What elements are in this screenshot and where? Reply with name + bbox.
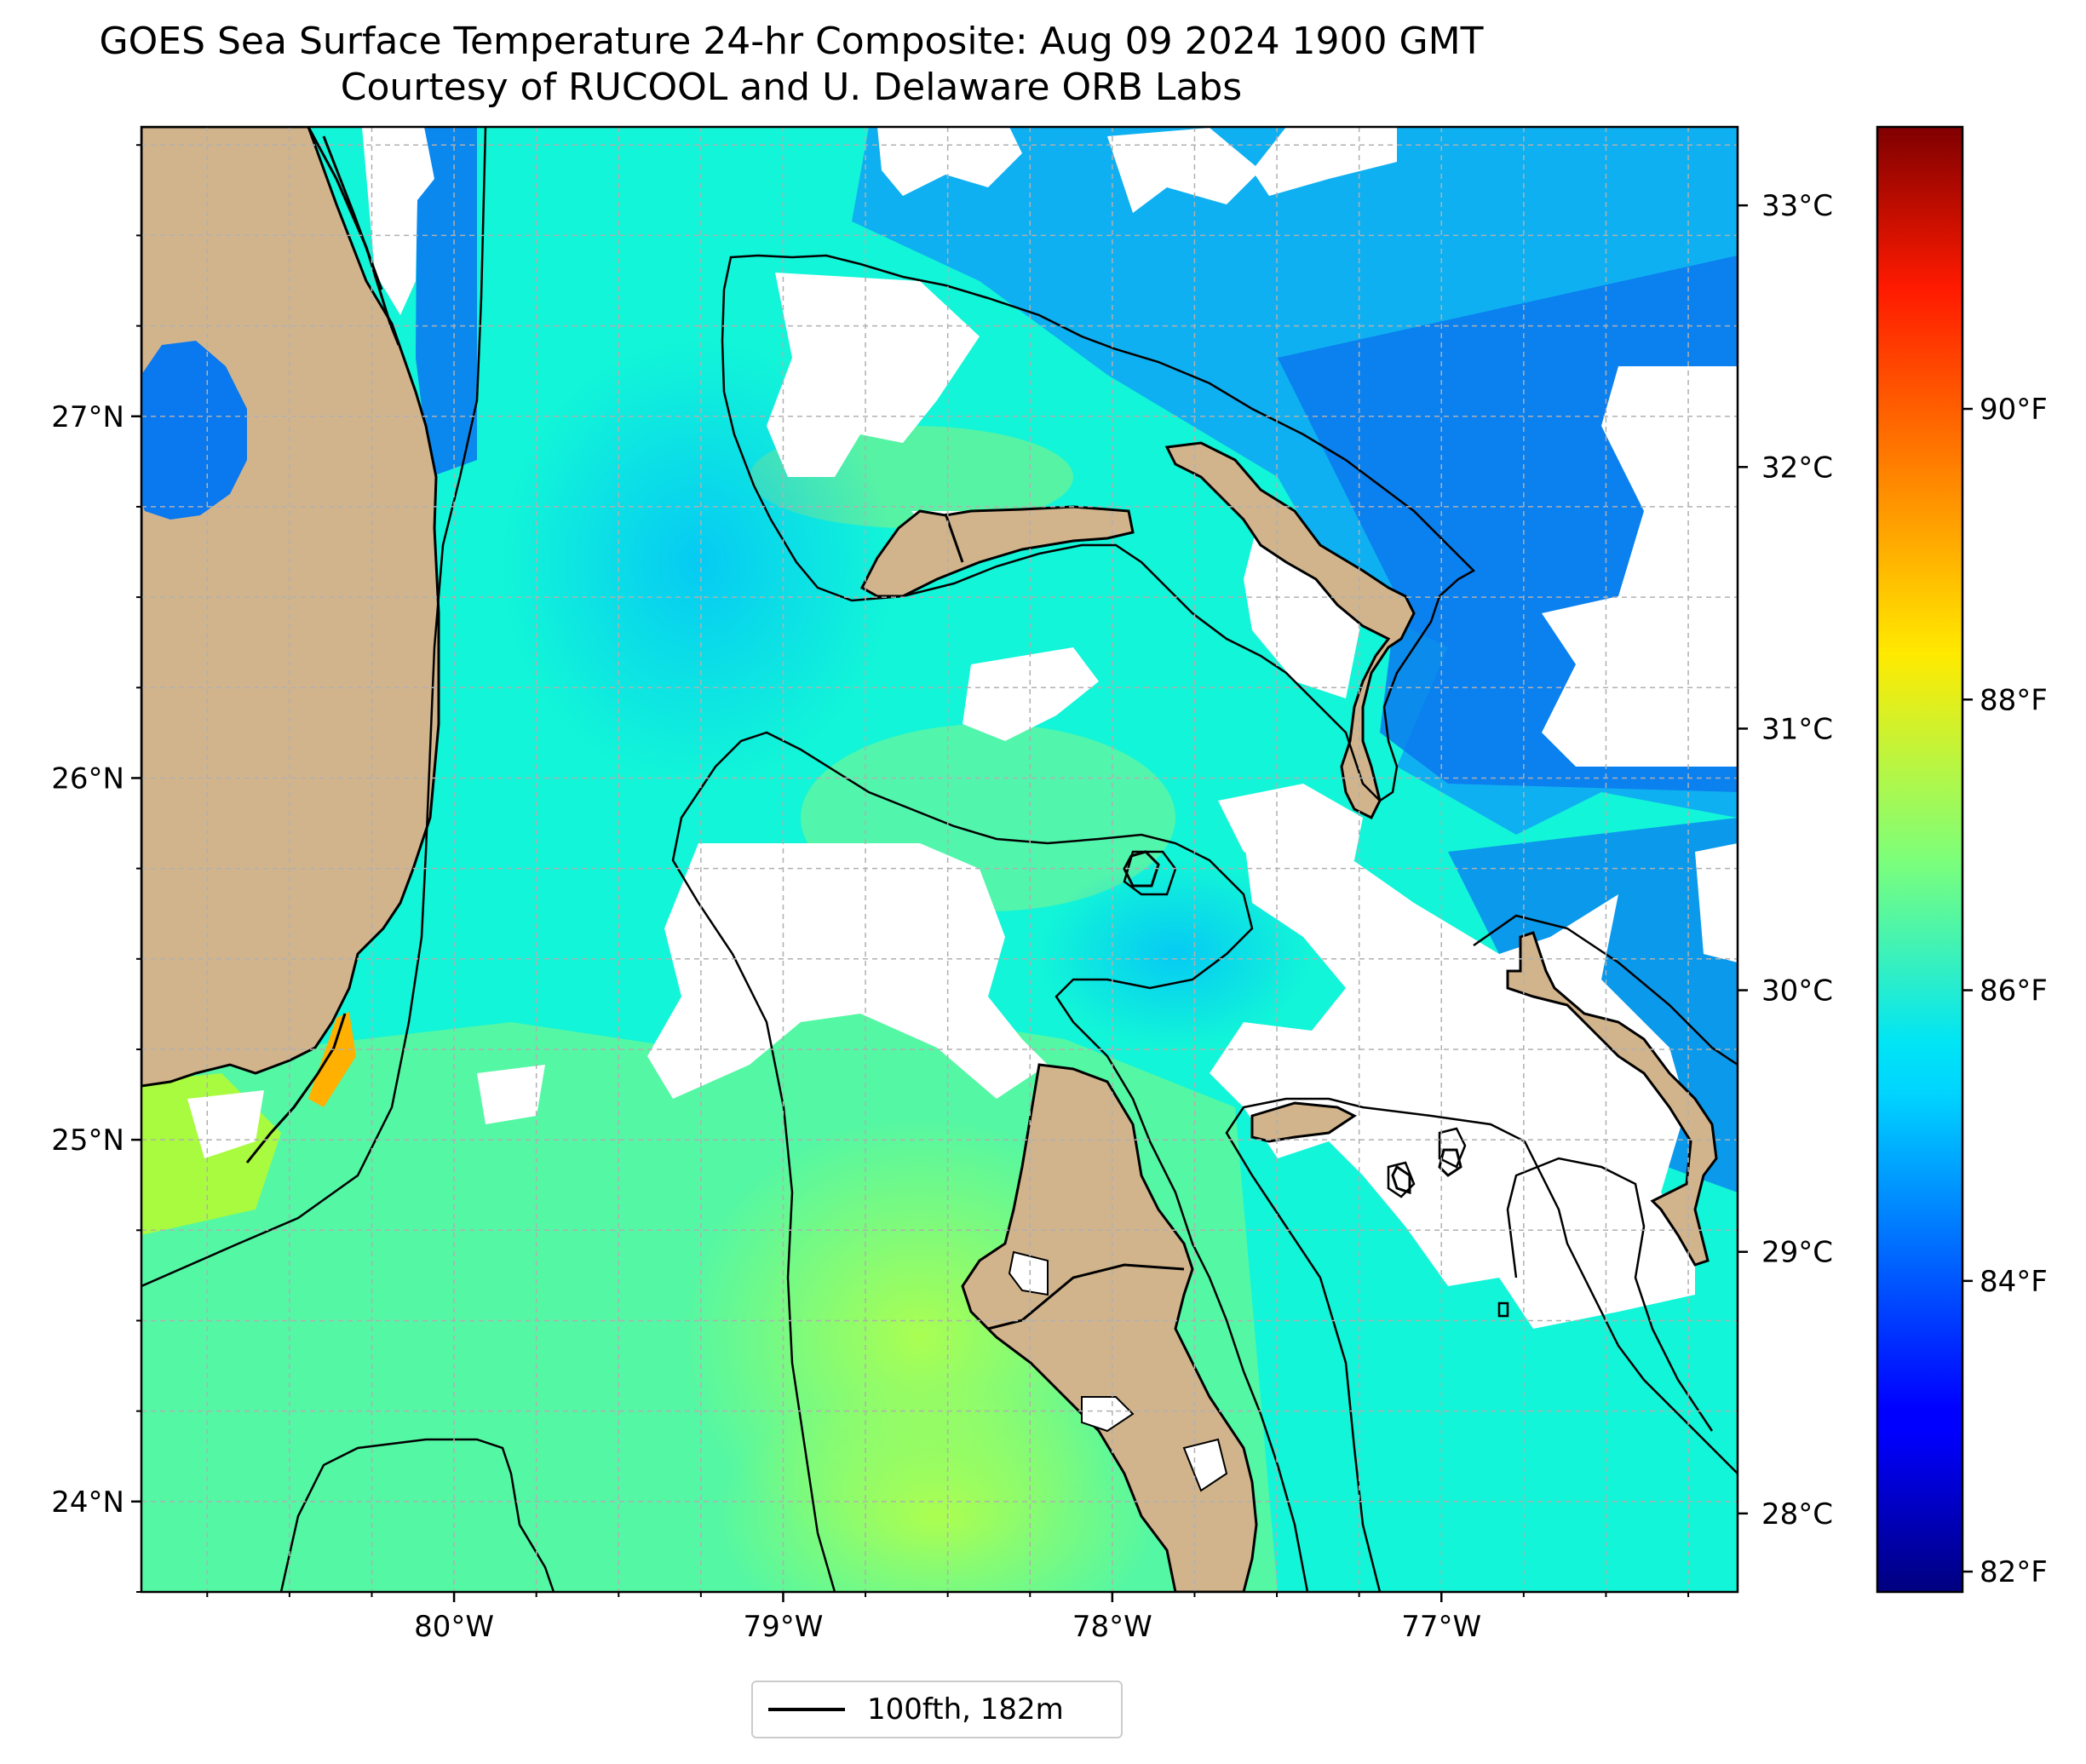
lon-tick-label: 77°W [1401, 1610, 1481, 1644]
contour-eleuthera [1473, 914, 1738, 1066]
cloud-north-3 [1252, 127, 1397, 196]
barrier-island-line-2 [322, 135, 383, 290]
contour-exuma-sound [1506, 1157, 1714, 1432]
abaco-islands [1164, 441, 1416, 820]
andros-lake [1081, 1396, 1135, 1433]
florida-keys [245, 1013, 347, 1164]
fahrenheit-tick-label: 84°F [1980, 1265, 2048, 1299]
grand-bahama-island [860, 505, 1135, 598]
cloud-north-2 [1107, 128, 1261, 213]
legend-label-100fth: 100fth, 182m [867, 1692, 1064, 1727]
celsius-tick-label: 30°C [1761, 974, 1833, 1008]
small-island-1 [1438, 1148, 1462, 1177]
title-line-2: Courtesy of RUCOOL and U. Delaware ORB L… [340, 66, 1243, 109]
andros-bight-line [987, 1263, 1185, 1330]
new-providence-island [1250, 1101, 1357, 1143]
grid-lines [141, 127, 1738, 1592]
contour-florida-straits-west [141, 127, 487, 1288]
lat-tick-label: 26°N [51, 761, 124, 796]
fahrenheit-tick-label: 82°F [1980, 1555, 2048, 1589]
contour-tongue-of-ocean [1225, 1097, 1738, 1592]
lat-tick-label: 25°N [51, 1123, 124, 1158]
fahrenheit-tick-label: 88°F [1980, 683, 2048, 717]
map-axes: 80°W 79°W 78°W 77°W 24°N 25°N 26°N 27°N [51, 144, 1690, 1644]
fahrenheit-tick-label: 90°F [1980, 393, 2048, 427]
cloud-north-1 [877, 127, 1022, 196]
cloud-florida-bay [187, 1090, 264, 1158]
cloud-grand-bahama-bank [767, 273, 980, 477]
title-line-1: GOES Sea Surface Temperature 24-hr Compo… [99, 20, 1484, 63]
contour-little-bahama-bank [721, 254, 1476, 802]
colorbar-ticks: 28°C 29°C 30°C 31°C 32°C 33°C 82°F 84°F 86°F 88°F… [1738, 189, 2048, 1589]
fahrenheit-tick-label: 86°F [1980, 974, 2048, 1008]
map-legend: 100fth, 182m [751, 1681, 1123, 1738]
cloud-florida-north [362, 127, 434, 315]
cloud-abaco [1244, 511, 1363, 698]
warm-water-core-south [715, 1380, 1158, 1592]
celsius-tick-label: 29°C [1761, 1236, 1833, 1270]
map-area [141, 127, 1738, 1592]
eleuthera-island [1506, 931, 1718, 1267]
cloud-southeast [1210, 835, 1695, 1329]
celsius-tick-label: 28°C [1761, 1497, 1833, 1531]
map-frame [140, 125, 1739, 1594]
small-island-2 [1391, 1164, 1411, 1195]
celsius-tick-label: 31°C [1761, 712, 1833, 746]
contour-small-3 [1497, 1301, 1509, 1318]
andros-island [961, 1063, 1258, 1592]
andros-cloud-gap [1008, 1250, 1049, 1296]
lon-tick-label: 79°W [744, 1610, 824, 1644]
contour-great-bahama-bank-west [671, 731, 1309, 1592]
legend-line-swatch [768, 1708, 845, 1711]
cloud-east-2 [1695, 843, 1738, 962]
lon-tick-label: 80°W [414, 1610, 494, 1644]
celsius-tick-label: 33°C [1761, 189, 1833, 223]
celsius-tick-label: 32°C [1761, 451, 1833, 485]
hot-spot-keys [308, 1012, 356, 1107]
lat-tick-label: 24°N [51, 1485, 124, 1520]
lon-tick-label: 78°W [1072, 1610, 1152, 1644]
contour-berry-islands [1123, 850, 1177, 896]
contour-cay-sal-bank [279, 1438, 555, 1592]
cloud-patch-4 [477, 1065, 545, 1124]
cold-coastal-strip [416, 127, 477, 477]
depth-contours-100fth [141, 127, 1738, 1592]
colorbar [1876, 125, 1964, 1594]
map-title: GOES Sea Surface Temperature 24-hr Compo… [0, 19, 1583, 111]
contour-small-2 [1387, 1161, 1416, 1198]
contour-small-1 [1438, 1127, 1467, 1169]
lake-okeechobee [141, 341, 247, 520]
lat-tick-label: 27°N [51, 400, 124, 434]
cool-water-tongue [1039, 860, 1312, 1048]
